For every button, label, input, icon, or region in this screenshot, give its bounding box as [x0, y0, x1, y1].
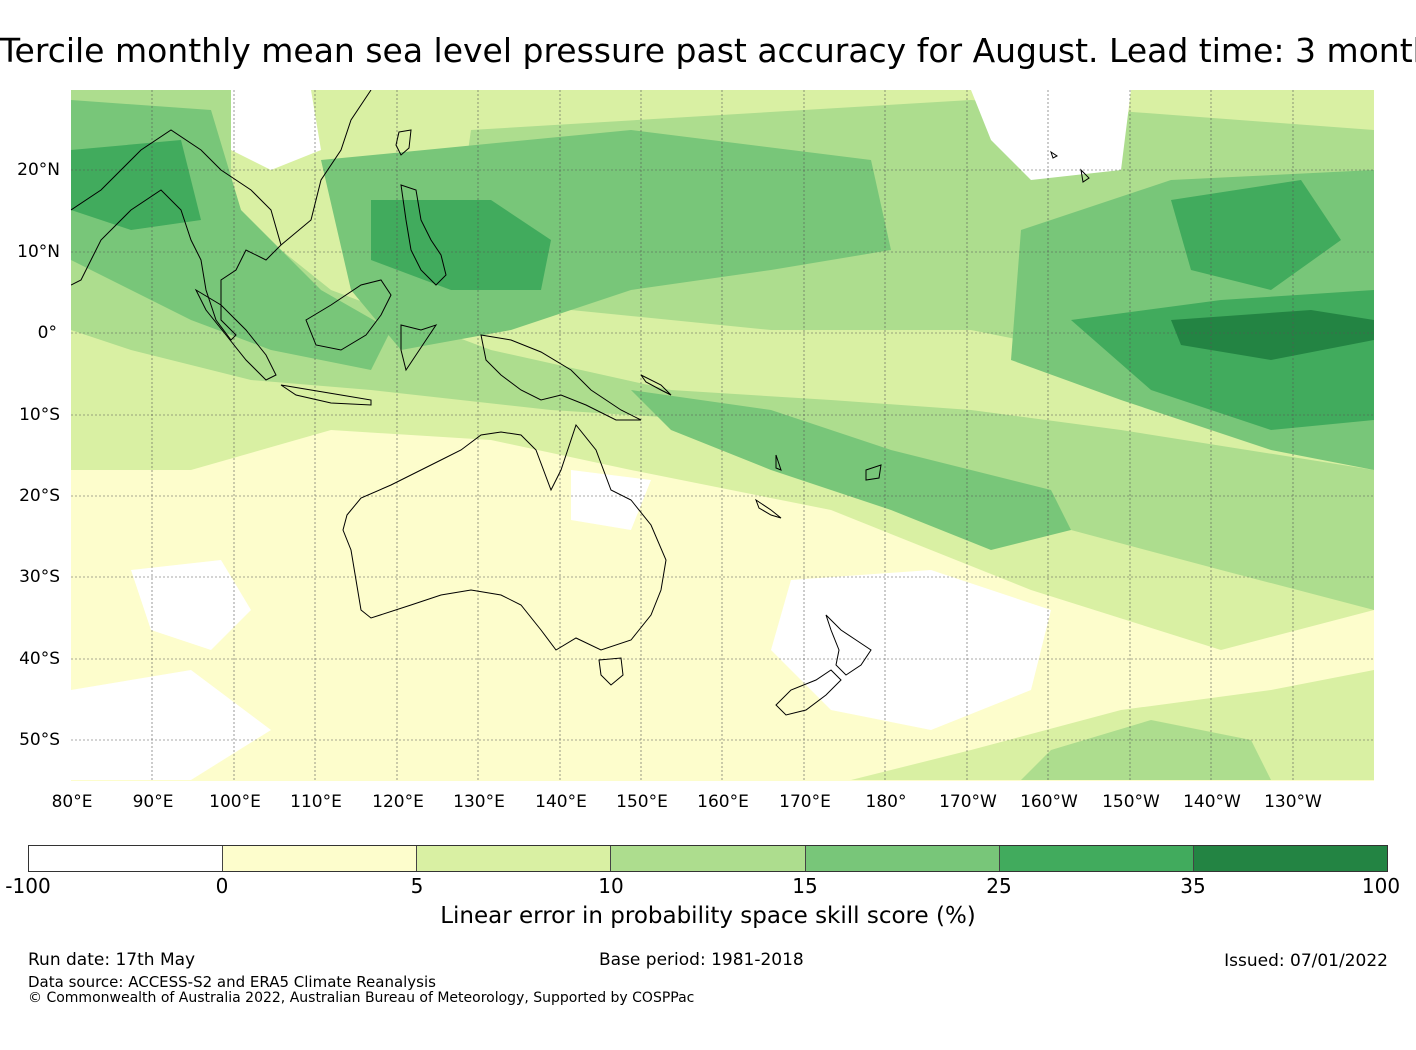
issued-date: Issued: 07/01/2022 [1224, 951, 1388, 971]
skill-field [71, 90, 1374, 781]
lat-label: 20°N [17, 160, 60, 180]
tasmania-coastline [598, 657, 624, 686]
colorbar-segment [223, 846, 418, 871]
lon-label: 170°W [939, 792, 997, 812]
lon-label: 150°E [616, 792, 668, 812]
new-zealand-north-island [825, 614, 872, 676]
lon-label: 180° [865, 792, 907, 812]
philippines-coastline [400, 184, 447, 286]
lat-label: 10°N [17, 242, 60, 262]
solomon-islands [640, 374, 672, 396]
lon-label: 150°W [1102, 792, 1160, 812]
lon-label: 90°E [132, 792, 174, 812]
borneo-coastline [305, 279, 392, 351]
colorbar-tick: 5 [410, 874, 424, 898]
lat-label: 10°S [19, 405, 60, 425]
colorbar [28, 845, 1388, 872]
colorbar-tick: 0 [215, 874, 229, 898]
lon-label: 160°W [1020, 792, 1078, 812]
colorbar-tick: 35 [1180, 874, 1206, 898]
china-coastline [280, 90, 372, 246]
vanuatu-islands [775, 454, 782, 471]
graticule [71, 90, 1374, 781]
colorbar-tick: 100 [1361, 874, 1401, 898]
australia-coastline [342, 423, 667, 651]
colorbar-label: Linear error in probability space skill … [440, 903, 976, 929]
taiwan-coastline [395, 129, 412, 156]
colorbar-tick: 15 [792, 874, 818, 898]
coastlines [71, 90, 1090, 716]
colorbar-segment [1193, 846, 1387, 871]
lon-label: 140°E [535, 792, 587, 812]
lat-label: 0° [37, 323, 57, 343]
colorbar-segment [29, 846, 224, 871]
indochina-coastline [71, 129, 282, 341]
data-source: Data source: ACCESS-S2 and ERA5 Climate … [28, 973, 436, 991]
lon-label: 140°W [1183, 792, 1241, 812]
lat-label: 40°S [19, 649, 60, 669]
lon-label: 170°E [779, 792, 831, 812]
run-date: Run date: 17th May [28, 950, 196, 970]
new-caledonia [754, 498, 782, 519]
colorbar-segment [611, 846, 806, 871]
lat-label: 50°S [19, 730, 60, 750]
map-canvas [71, 90, 1374, 781]
lon-label: 120°E [372, 792, 424, 812]
copyright-notice: © Commonwealth of Australia 2022, Austra… [28, 990, 695, 1006]
new-zealand-south-island [775, 669, 842, 716]
lon-label: 130°E [453, 792, 505, 812]
map-title: Tercile monthly mean sea level pressure … [0, 31, 1416, 70]
lon-label: 80°E [51, 792, 93, 812]
base-period: Base period: 1981-2018 [599, 950, 804, 970]
new-guinea-coastline [480, 334, 642, 421]
colorbar-tick: -100 [5, 874, 51, 898]
sulawesi-coastline [400, 324, 438, 372]
lon-label: 100°E [209, 792, 261, 812]
colorbar-segment [805, 846, 1000, 871]
lon-label: 130°W [1264, 792, 1322, 812]
colorbar-tick: 10 [598, 874, 624, 898]
hawaii-islands [1050, 150, 1090, 183]
colorbar-tick: 25 [986, 874, 1012, 898]
colorbar-segment [417, 846, 612, 871]
lat-label: 30°S [19, 567, 60, 587]
colorbar-segment [999, 846, 1194, 871]
fiji-islands [865, 464, 882, 481]
skill-score-map [71, 90, 1374, 781]
lon-label: 110°E [290, 792, 342, 812]
lat-label: 20°S [19, 486, 60, 506]
lon-label: 160°E [697, 792, 749, 812]
sumatra-coastline [194, 288, 277, 381]
java-coastline [280, 384, 372, 406]
